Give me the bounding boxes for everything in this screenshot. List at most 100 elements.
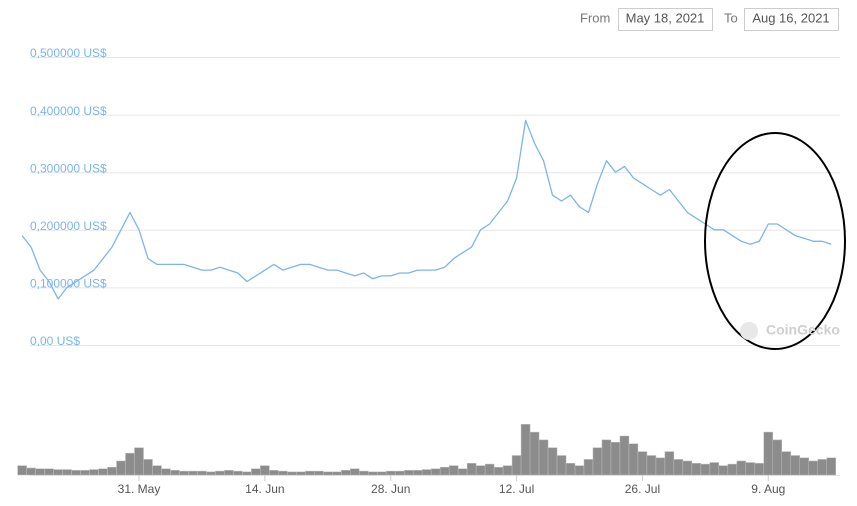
volume-bar	[260, 465, 270, 476]
watermark: CoinGecko	[740, 322, 840, 340]
volume-bar	[376, 471, 387, 476]
volume-bar	[314, 470, 324, 476]
from-label: From	[580, 10, 610, 25]
volume-bar	[269, 470, 279, 476]
volume-bar	[691, 463, 702, 476]
volume-bar	[350, 468, 360, 476]
volume-bar	[745, 462, 756, 476]
volume-bar	[817, 459, 827, 476]
volume-bar	[224, 470, 234, 476]
volume-bar	[125, 452, 135, 476]
volume-bar	[305, 470, 315, 476]
volume-bar	[709, 462, 720, 476]
x-tick-label: 12. Jul	[499, 482, 534, 496]
volume-bar	[278, 470, 288, 476]
from-input[interactable]	[618, 8, 713, 31]
volume-bar	[439, 466, 450, 476]
volume-bar	[736, 460, 747, 476]
volume-bar	[628, 443, 639, 476]
volume-bar	[341, 470, 351, 476]
x-tick-label: 26. Jul	[625, 482, 660, 496]
volume-bar	[215, 470, 225, 476]
to-date[interactable]: Aug 16, 2021	[752, 10, 829, 25]
from-date[interactable]: May 18, 2021	[626, 10, 705, 25]
volume-bar	[430, 468, 441, 476]
volume-bar	[502, 465, 513, 476]
volume-bar	[448, 465, 459, 476]
volume-bar	[359, 470, 369, 476]
volume-bar	[763, 431, 774, 476]
volume-bar	[62, 469, 72, 476]
volume-bar	[89, 469, 99, 476]
volume-bar	[655, 457, 666, 476]
to-label: To	[724, 10, 738, 25]
x-tick-label: 9. Aug	[751, 482, 785, 496]
volume-bar	[808, 460, 818, 476]
y-tick-label: 0,100000 US$	[30, 277, 107, 291]
volume-bar	[547, 447, 558, 476]
volume-bar	[161, 468, 171, 476]
volume-bar	[664, 451, 675, 476]
volume-bar	[673, 459, 684, 476]
x-tick-label: 28. Jun	[371, 482, 410, 496]
volume-bar	[197, 470, 207, 476]
volume-bar	[143, 459, 153, 476]
volume-bar	[637, 451, 648, 476]
volume-bar	[682, 460, 693, 476]
volume-bar	[646, 455, 657, 476]
volume-bar	[134, 447, 144, 476]
y-tick-label: 0,400000 US$	[30, 104, 107, 118]
volume-bar	[457, 468, 468, 476]
volume-bar	[484, 463, 495, 476]
volume-bar	[98, 468, 108, 476]
volume-bar	[188, 470, 198, 476]
volume-bar	[412, 470, 423, 476]
volume-bar	[296, 471, 306, 476]
volume-bar	[287, 471, 297, 476]
volume-bar	[179, 470, 189, 476]
volume-bar	[826, 457, 836, 476]
price-line	[21, 119, 832, 300]
volume-bar	[26, 467, 36, 476]
volume-bar	[206, 471, 216, 476]
volume-bar	[601, 439, 612, 476]
watermark-logo	[740, 322, 758, 340]
volume-bar	[781, 451, 792, 476]
volume-bar	[80, 470, 90, 476]
volume-bar	[493, 466, 504, 476]
volume-bar	[574, 465, 585, 476]
volume-bar	[323, 471, 333, 476]
volume-bar	[619, 435, 630, 476]
volume-bar	[466, 463, 477, 476]
volume-bar	[592, 447, 603, 476]
y-tick-label: 0,00 US$	[30, 334, 80, 348]
volume-bar	[44, 468, 54, 476]
volume-bar	[403, 470, 414, 476]
annotation-circle	[704, 132, 846, 350]
watermark-text: CoinGecko	[766, 322, 840, 338]
to-input[interactable]	[744, 8, 839, 31]
volume-bar	[242, 471, 252, 476]
volume-bar	[556, 455, 567, 476]
volume-bar	[538, 439, 549, 476]
volume-bar	[610, 441, 621, 476]
volume-bar	[790, 455, 801, 476]
volume-bar	[35, 468, 45, 476]
volume-bar	[107, 466, 117, 476]
y-tick-label: 0,500000 US$	[30, 46, 107, 60]
volume-bar	[116, 460, 126, 476]
grid	[30, 57, 840, 346]
volume-bar	[799, 457, 810, 476]
volume-bar	[772, 439, 783, 476]
volume-bar	[17, 465, 27, 476]
volume-bar	[233, 470, 243, 476]
volume-bar	[583, 459, 594, 476]
volume-bar	[520, 424, 531, 476]
volume-bar	[385, 470, 396, 476]
volume-bar	[754, 463, 765, 476]
volume-bar	[718, 465, 729, 476]
volume-bar	[152, 465, 162, 476]
volume-bar	[71, 470, 81, 476]
